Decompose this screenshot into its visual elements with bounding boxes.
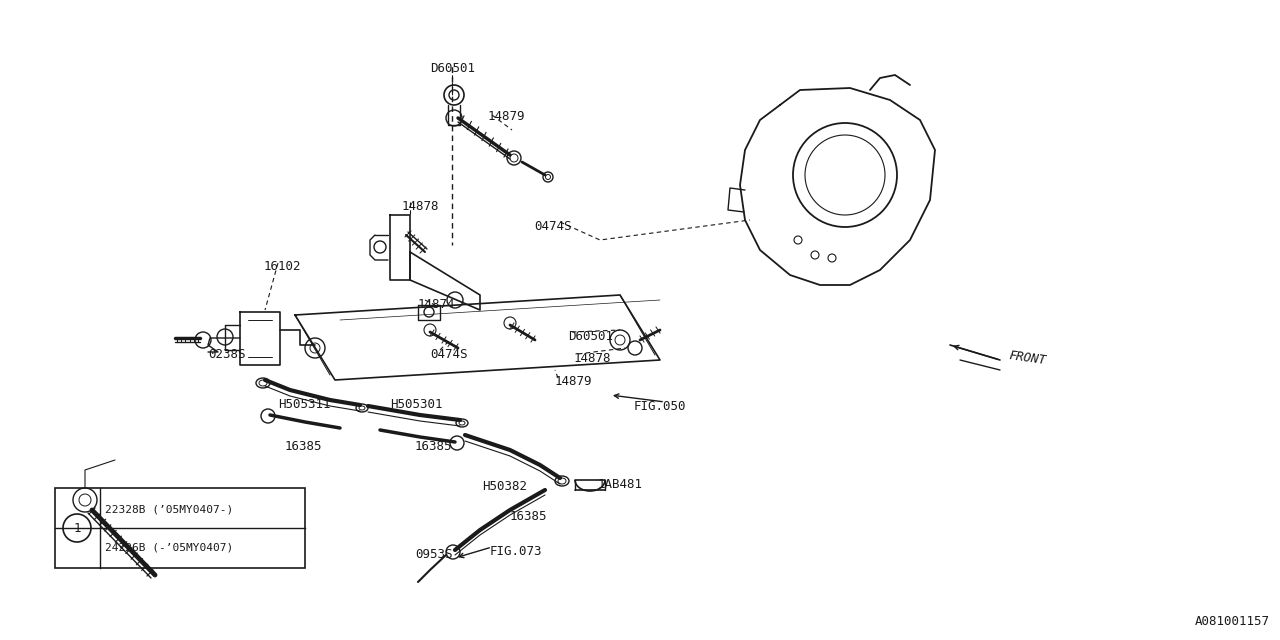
Text: 0238S: 0238S (207, 348, 246, 361)
Text: 0953S: 0953S (415, 548, 453, 561)
Text: 22328B (’05MY0407-): 22328B (’05MY0407-) (105, 504, 233, 514)
Bar (55, 488, 305, 568)
Text: H505301: H505301 (390, 398, 443, 411)
Text: FIG.050: FIG.050 (634, 400, 686, 413)
Text: D60501: D60501 (430, 62, 475, 75)
Text: FRONT: FRONT (1009, 349, 1047, 367)
Text: 0474S: 0474S (534, 220, 571, 233)
Text: 14878: 14878 (573, 352, 612, 365)
Text: 1AB481: 1AB481 (598, 478, 643, 491)
Text: 1: 1 (73, 522, 81, 534)
Text: 16385: 16385 (509, 510, 548, 523)
Text: 14879: 14879 (556, 375, 593, 388)
Text: 14878: 14878 (402, 200, 439, 213)
Text: A081001157: A081001157 (1196, 615, 1270, 628)
Text: FIG.073: FIG.073 (490, 545, 543, 558)
Text: H505311: H505311 (278, 398, 330, 411)
Text: 16385: 16385 (285, 440, 323, 453)
Text: 14879: 14879 (488, 110, 526, 123)
Text: 14874: 14874 (419, 298, 456, 311)
Text: 24226B (-’05MY0407): 24226B (-’05MY0407) (105, 543, 233, 553)
Text: 0474S: 0474S (430, 348, 467, 361)
Text: D60501: D60501 (568, 330, 613, 343)
Text: 16102: 16102 (264, 260, 302, 273)
Text: H50382: H50382 (483, 480, 527, 493)
Text: 16385: 16385 (415, 440, 453, 453)
